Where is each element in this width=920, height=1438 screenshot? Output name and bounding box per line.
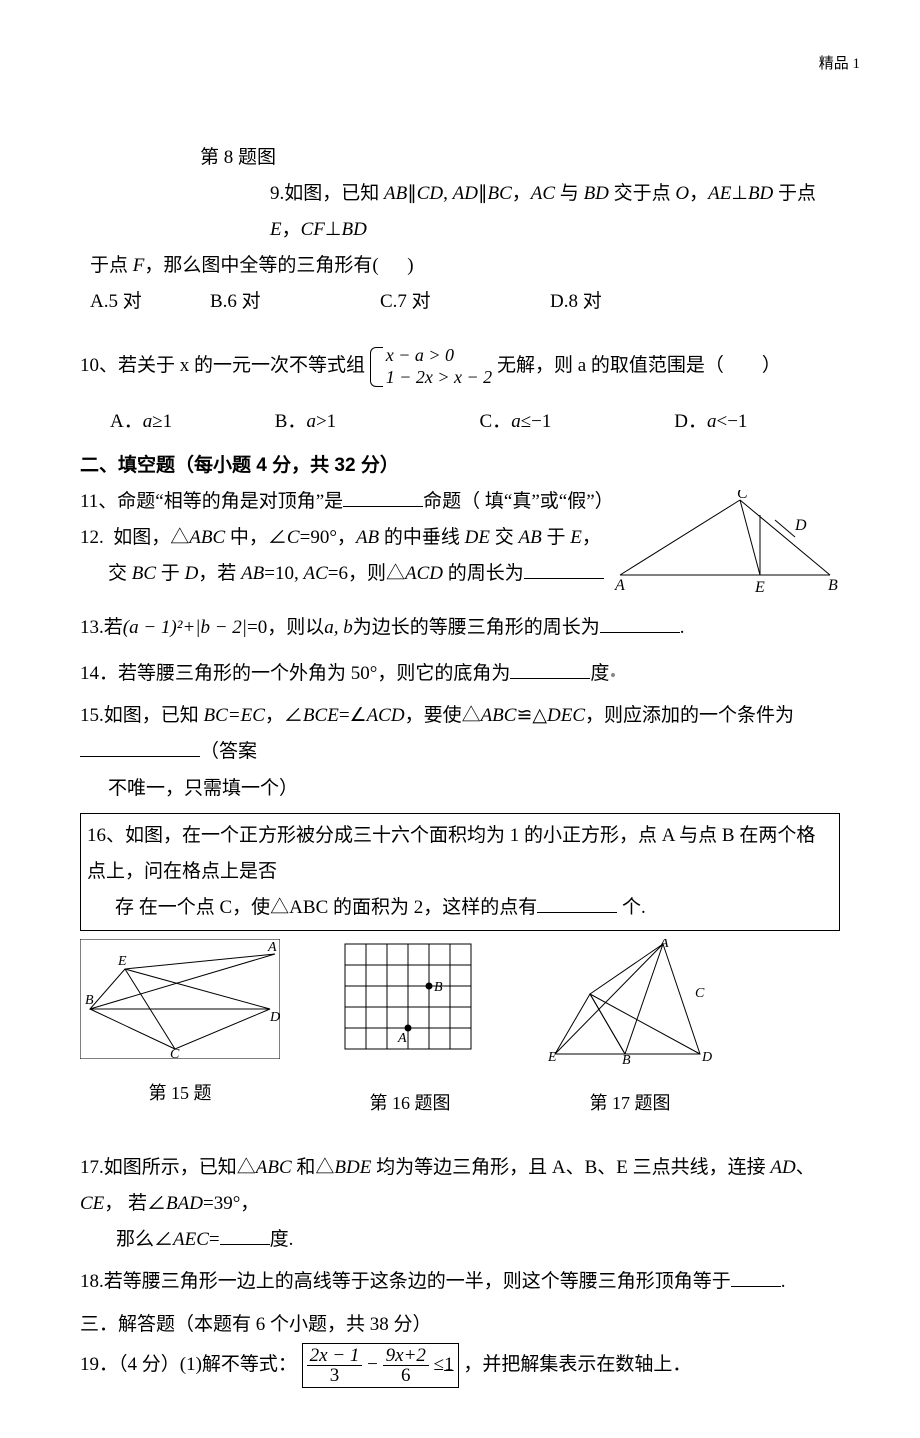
q10-opt-c: C．a≤−1 [480, 404, 670, 440]
q19: 19．（4 分）(1)解不等式： 2x − 1 3 − 9x+2 6 ≤1 ，并… [80, 1343, 840, 1388]
fig17-block: A B C D E 第 17 题图 [540, 939, 720, 1120]
dot-icon [611, 673, 615, 677]
fig17-svg: A B C D E [540, 939, 720, 1069]
blank [731, 1266, 781, 1288]
q16-box: 16、如图，在一个正方形被分成三十六个面积均为 1 的小正方形，点 A 与点 B… [80, 813, 840, 931]
q10-sys-top: x − a > 0 [386, 345, 492, 367]
blank [524, 557, 604, 579]
q13: 13.若(a − 1)²+|b − 2|=0，则以a, b为边长的等腰三角形的周… [80, 610, 840, 646]
svg-text:A: A [267, 940, 277, 955]
q10-opt-b: B．a>1 [275, 404, 475, 440]
fig15-block: A B C D E 第 15 题 [80, 939, 280, 1110]
blank [510, 657, 590, 679]
svg-text:C: C [170, 1047, 180, 1059]
fig15-svg: A B C D E [80, 939, 280, 1059]
svg-text:D: D [794, 517, 807, 534]
svg-text:A: A [614, 577, 625, 594]
page-header: 精品 1 [819, 50, 860, 79]
q9-opt-d: D.8 对 [550, 284, 700, 320]
figures-row: A B C D E 第 15 题 A [80, 939, 840, 1120]
minus: − [367, 1353, 382, 1374]
q19-frac1: 2x − 1 3 [307, 1346, 363, 1385]
frac-den: 3 [307, 1366, 363, 1385]
q16-l1: 16、如图，在一个正方形被分成三十六个面积均为 1 的小正方形，点 A 与点 B… [87, 818, 833, 890]
blank [80, 736, 200, 758]
blank [600, 611, 680, 633]
q9-opt-a: A.5 对 [90, 284, 210, 320]
q19-boxed: 2x − 1 3 − 9x+2 6 ≤1 [302, 1343, 459, 1388]
q10-opt-a: A．a≥1 [110, 404, 270, 440]
q17-l1: 17.如图所示，已知△ABC 和△BDE 均为等边三角形，且 A、B、E 三点共… [80, 1150, 840, 1222]
q10-system: x − a > 0 1 − 2x > x − 2 [370, 345, 492, 388]
q10-opt-d: D．a<−1 [674, 404, 747, 440]
frac-num: 2x − 1 [307, 1346, 363, 1366]
svg-text:C: C [737, 490, 748, 502]
q19-frac2: 9x+2 6 [383, 1346, 429, 1385]
svg-text:B: B [828, 577, 838, 594]
section3-heading: 三．解答题（本题有 6 个小题，共 38 分） [80, 1307, 840, 1343]
frac-num: 9x+2 [383, 1346, 429, 1366]
fig15-caption: 第 15 题 [80, 1076, 280, 1110]
q10-post: 无解，则 a 的取值范围是（ ） [497, 355, 781, 376]
q16-l2: 存 在一个点 C，使△ABC 的面积为 2，这样的点有 个. [115, 890, 833, 926]
blank [537, 891, 617, 913]
svg-text:A: A [659, 939, 669, 951]
q10-sys-bot: 1 − 2x > x − 2 [386, 367, 492, 389]
le-sign: ≤ [434, 1353, 444, 1374]
fig8-caption: 第 8 题图 [200, 140, 840, 176]
section2-heading: 二、填空题（每小题 4 分，共 32 分） [80, 448, 840, 484]
svg-text:B: B [622, 1053, 631, 1068]
q19-pre: 19．（4 分）(1)解不等式： [80, 1353, 297, 1374]
q10-pre: 10、若关于 x 的一元一次不等式组 [80, 355, 365, 376]
q10-options: A．a≥1 B．a>1 C．a≤−1 D．a<−1 [110, 404, 840, 440]
svg-text:D: D [269, 1010, 280, 1025]
q14: 14．若等腰三角形的一个外角为 50°，则它的底角为度 [80, 656, 840, 692]
q15-l1: 15.如图，已知 BC=EC，∠BCE=∠ACD，要使△ABC≌△DEC，则应添… [80, 698, 840, 770]
svg-text:B: B [85, 993, 94, 1008]
blank [220, 1223, 270, 1245]
svg-text:E: E [547, 1050, 557, 1065]
q9-options: A.5 对 B.6 对 C.7 对 D.8 对 [90, 284, 840, 320]
q9-line2: 于点 F，那么图中全等的三角形有( ) [90, 248, 840, 284]
q9-text1: 9.如图，已知 AB∥CD, AD∥BC，AC 与 BD 交于点 O，AE⊥BD… [270, 183, 816, 240]
q13-pre: 13.若 [80, 617, 123, 638]
fig16-svg: A B [335, 939, 485, 1069]
q19-one: 1 [444, 1353, 454, 1374]
svg-text:E: E [754, 579, 765, 596]
svg-text:B: B [434, 980, 443, 995]
svg-text:A: A [397, 1031, 407, 1046]
fig16-block: A B 第 16 题图 [335, 939, 485, 1120]
svg-text:E: E [117, 954, 127, 969]
fig17-caption: 第 17 题图 [540, 1086, 720, 1120]
q12-figure: A B C D E [610, 490, 850, 600]
svg-text:D: D [701, 1050, 712, 1065]
fig16-caption: 第 16 题图 [335, 1086, 485, 1120]
blank [343, 485, 423, 507]
q10: 10、若关于 x 的一元一次不等式组 x − a > 0 1 − 2x > x … [80, 345, 840, 388]
q15-l2: 不唯一，只需填一个） [108, 771, 840, 807]
frac-den: 6 [383, 1366, 429, 1385]
svg-text:C: C [695, 986, 705, 1001]
q9-opt-b: B.6 对 [210, 284, 380, 320]
q9-opt-c: C.7 对 [380, 284, 550, 320]
q18: 18.若等腰三角形一边上的高线等于这条边的一半，则这个等腰三角形顶角等于. [80, 1264, 840, 1300]
q19-post: ，并把解集表示在数轴上． [463, 1353, 691, 1374]
q9-line1: 9.如图，已知 AB∥CD, AD∥BC，AC 与 BD 交于点 O，AE⊥BD… [270, 176, 840, 248]
q17-l2: 那么∠AEC=度. [116, 1222, 840, 1258]
